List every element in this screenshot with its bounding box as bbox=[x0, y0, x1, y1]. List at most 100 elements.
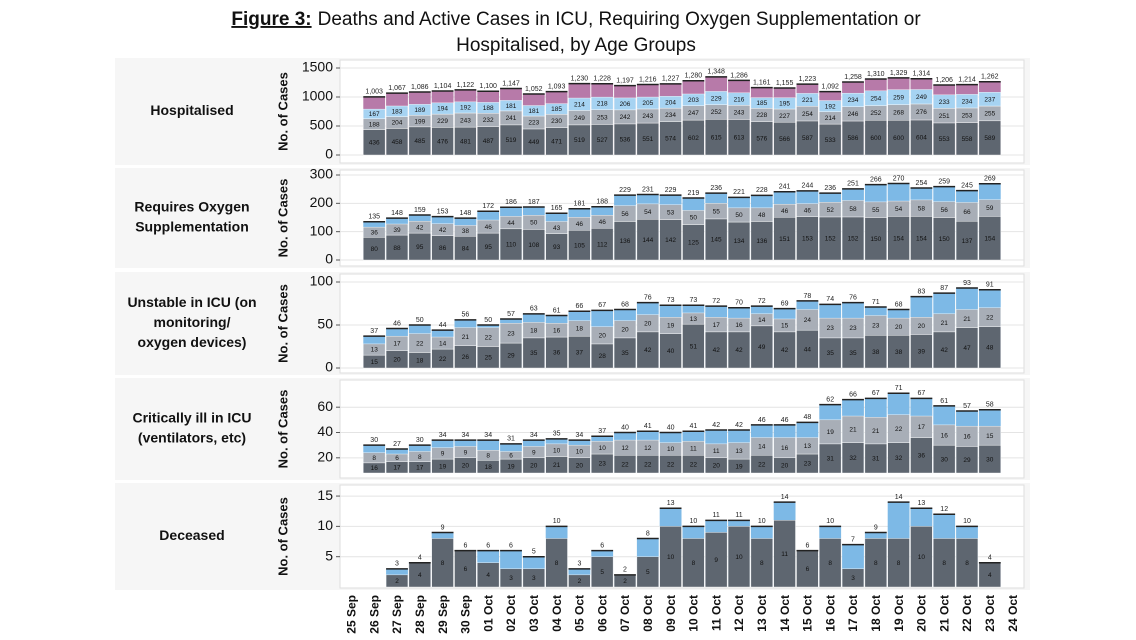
total-label: 1,223 bbox=[799, 76, 817, 83]
segment-label: 136 bbox=[756, 238, 767, 245]
total-label: 62 bbox=[826, 397, 834, 404]
panel-title: Deceased bbox=[159, 527, 224, 543]
segment-label: 59 bbox=[986, 205, 994, 212]
bar-segment bbox=[978, 92, 1001, 107]
segment-label: 22 bbox=[667, 461, 675, 468]
bar-segment bbox=[841, 92, 865, 107]
segment-label: 276 bbox=[916, 109, 927, 116]
bar-segment bbox=[727, 317, 751, 333]
bar-segment bbox=[477, 102, 500, 114]
segment-label: 8 bbox=[897, 560, 901, 567]
segment-label: 195 bbox=[779, 101, 790, 108]
segment-label: 42 bbox=[941, 347, 949, 354]
segment-label: 46 bbox=[599, 219, 607, 226]
segment-label: 232 bbox=[483, 117, 494, 124]
y-tick-label: 100 bbox=[310, 273, 334, 289]
total-label: 1,262 bbox=[981, 74, 999, 81]
total-label: 259 bbox=[938, 178, 950, 185]
total-label: 67 bbox=[872, 390, 880, 397]
segment-label: 154 bbox=[984, 235, 995, 242]
segment-label: 8 bbox=[965, 560, 969, 567]
x-tick-label: 05 Oct bbox=[573, 595, 587, 632]
segment-label: 254 bbox=[802, 111, 813, 118]
x-tick-label: 19 Oct bbox=[892, 595, 906, 632]
bar-segment bbox=[613, 205, 637, 222]
bar-segment bbox=[750, 207, 773, 222]
bar-segment bbox=[431, 447, 454, 460]
segment-label: 536 bbox=[620, 137, 631, 144]
bar-segment bbox=[568, 97, 591, 111]
bar-segment bbox=[910, 415, 933, 438]
x-tick-label: 14 Oct bbox=[778, 595, 792, 632]
segment-label: 241 bbox=[506, 115, 517, 122]
bar-segment bbox=[887, 317, 910, 336]
bar-segment bbox=[841, 415, 865, 443]
bar-segment bbox=[499, 216, 523, 230]
segment-label: 10 bbox=[667, 446, 675, 453]
segment-label: 17 bbox=[918, 424, 926, 431]
segment-label: 15 bbox=[781, 323, 789, 330]
segment-label: 253 bbox=[597, 114, 608, 121]
segment-label: 38 bbox=[872, 349, 880, 356]
y-tick-label: 10 bbox=[317, 517, 333, 533]
bar-segment bbox=[887, 89, 910, 105]
segment-label: 48 bbox=[986, 345, 994, 352]
segment-label: 22 bbox=[644, 461, 652, 468]
segment-label: 28 bbox=[599, 353, 607, 360]
segment-label: 192 bbox=[460, 105, 471, 112]
total-label: 41 bbox=[644, 423, 652, 430]
segment-label: 249 bbox=[574, 115, 585, 122]
segment-label: 88 bbox=[393, 245, 401, 252]
segment-label: 471 bbox=[551, 139, 562, 146]
total-label: 35 bbox=[553, 431, 561, 438]
bar-segment bbox=[705, 317, 728, 333]
segment-label: 13 bbox=[371, 347, 379, 354]
total-label: 9 bbox=[874, 524, 878, 531]
segment-label: 5 bbox=[600, 569, 604, 576]
bar-segment bbox=[773, 318, 796, 333]
segment-label: 10 bbox=[667, 554, 675, 561]
segment-label: 10 bbox=[576, 449, 584, 456]
total-label: 34 bbox=[576, 432, 584, 439]
segment-label: 144 bbox=[642, 237, 653, 244]
bar-segment bbox=[933, 424, 956, 446]
bar-segment bbox=[408, 333, 431, 353]
segment-label: 8 bbox=[372, 455, 376, 462]
segment-label: 20 bbox=[621, 327, 629, 334]
bar-segment bbox=[499, 100, 523, 112]
segment-label: 574 bbox=[665, 136, 676, 143]
total-label: 91 bbox=[986, 282, 994, 289]
plot-area bbox=[339, 379, 1025, 479]
x-tick-label: 15 Oct bbox=[801, 595, 815, 632]
segment-label: 23 bbox=[599, 461, 607, 468]
segment-label: 15 bbox=[371, 359, 379, 366]
segment-label: 44 bbox=[507, 220, 515, 227]
bar-segment bbox=[910, 199, 933, 217]
segment-label: 23 bbox=[507, 330, 515, 337]
segment-label: 23 bbox=[804, 461, 812, 468]
segment-label: 21 bbox=[849, 427, 857, 434]
segment-label: 604 bbox=[916, 135, 927, 142]
total-label: 1,214 bbox=[958, 76, 976, 83]
y-tick-label: 100 bbox=[310, 222, 334, 238]
total-label: 153 bbox=[437, 208, 449, 215]
segment-label: 20 bbox=[393, 357, 401, 364]
segment-label: 48 bbox=[758, 212, 766, 219]
total-label: 56 bbox=[462, 312, 470, 319]
segment-label: 14 bbox=[758, 317, 766, 324]
bar-segment bbox=[682, 441, 705, 456]
total-label: 266 bbox=[870, 176, 882, 183]
segment-label: 487 bbox=[483, 138, 494, 145]
total-label: 67 bbox=[918, 390, 926, 397]
plot-area bbox=[339, 169, 1025, 267]
segment-label: 20 bbox=[462, 463, 470, 470]
segment-label: 55 bbox=[872, 207, 880, 214]
total-label: 41 bbox=[690, 423, 698, 430]
total-label: 1,161 bbox=[753, 80, 771, 87]
total-label: 61 bbox=[940, 398, 948, 405]
total-label: 1,197 bbox=[616, 77, 634, 84]
bar-segment bbox=[933, 313, 956, 333]
segment-label: 9 bbox=[441, 451, 445, 458]
total-label: 269 bbox=[984, 176, 996, 183]
bar-segment bbox=[750, 313, 773, 327]
